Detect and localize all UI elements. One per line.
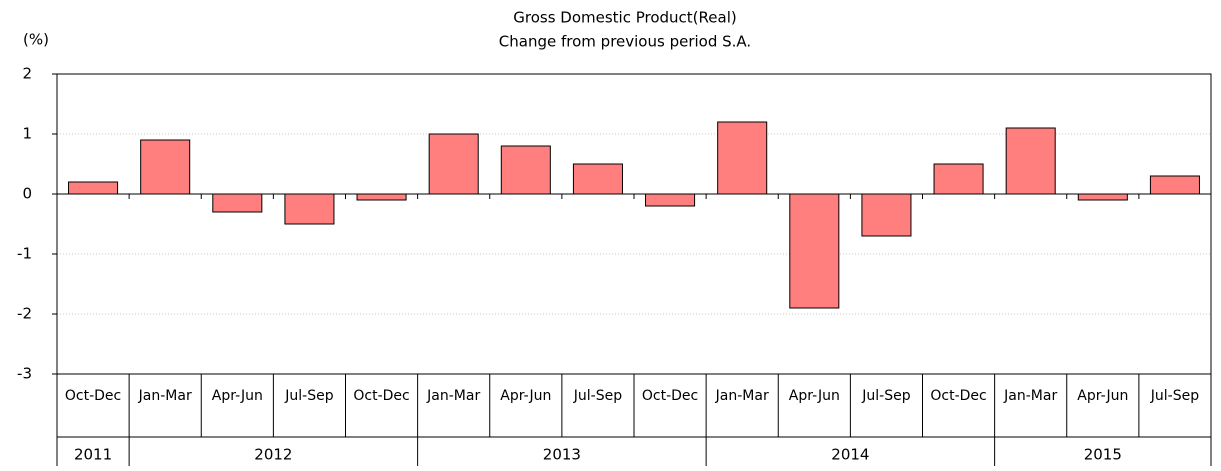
group-label: 2011 [74, 446, 112, 464]
group-label: 2014 [831, 446, 869, 464]
bar [1149, 175, 1200, 195]
group-label: 2013 [543, 446, 581, 464]
x-tick-label: Jul-Sep [284, 388, 333, 404]
x-tick-label: Oct-Dec [930, 388, 986, 404]
x-tick-label: Oct-Dec [642, 388, 698, 404]
bar [789, 193, 840, 309]
bar [500, 145, 551, 195]
x-tick-label: Apr-Jun [789, 388, 840, 404]
bar [1005, 127, 1056, 195]
y-tick-label: 0 [22, 185, 32, 203]
y-tick-label: 2 [22, 65, 32, 83]
x-tick-label: Jul-Sep [573, 388, 622, 404]
bar [212, 193, 263, 213]
bar [572, 163, 623, 195]
group-label: 2012 [254, 446, 292, 464]
y-tick-label: -2 [17, 305, 32, 323]
bar [356, 193, 407, 201]
bar [428, 133, 479, 195]
plot-frame [56, 73, 1212, 375]
x-tick-label: Apr-Jun [212, 388, 263, 404]
x-tick-label: Jul-Sep [1150, 388, 1199, 404]
bar [933, 163, 984, 195]
bar [1077, 193, 1128, 201]
y-tick-label: 1 [22, 125, 32, 143]
x-tick-label: Jul-Sep [861, 388, 910, 404]
x-tick-label: Jan-Mar [1003, 388, 1057, 404]
bar [645, 193, 696, 207]
bar [861, 193, 912, 237]
x-tick-label: Jan-Mar [715, 388, 769, 404]
chart-title: Gross Domestic Product(Real) [513, 9, 736, 27]
y-tick-label: -1 [17, 245, 32, 263]
y-axis-label: (%) [23, 31, 49, 49]
x-tick-label: Jan-Mar [426, 388, 480, 404]
bar [140, 139, 191, 195]
x-tick-label: Oct-Dec [65, 388, 121, 404]
bar [68, 181, 119, 195]
x-tick-label: Apr-Jun [500, 388, 551, 404]
x-tick-label: Apr-Jun [1077, 388, 1128, 404]
bar [284, 193, 335, 225]
x-tick-label: Oct-Dec [353, 388, 409, 404]
group-label: 2015 [1084, 446, 1122, 464]
y-tick-label: -3 [17, 365, 32, 383]
x-tick-label: Jan-Mar [138, 388, 192, 404]
chart-subtitle: Change from previous period S.A. [499, 33, 751, 51]
bar [717, 121, 768, 195]
